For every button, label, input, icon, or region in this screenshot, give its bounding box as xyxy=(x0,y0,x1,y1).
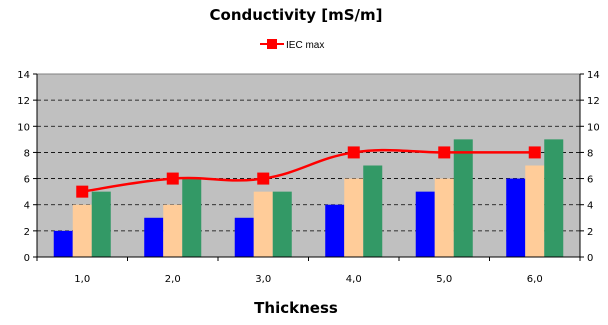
axis-ticks: 0 0 2 2 4 4 6 6 8 8 10 10 12 12 14 14 1,0 2,0 3,0 4,0 5,0 6,0 xyxy=(17,70,599,285)
bar xyxy=(272,191,292,257)
y2-tick-label: 10 xyxy=(587,122,600,133)
y2-tick-label: 14 xyxy=(587,70,600,81)
bars xyxy=(53,139,564,257)
legend-marker-swatch xyxy=(267,39,277,49)
bar xyxy=(453,139,473,257)
bar xyxy=(163,204,183,257)
y-tick-label: 4 xyxy=(24,201,30,212)
legend-label: IEC max xyxy=(286,40,324,51)
y2-tick-label: 8 xyxy=(587,148,593,159)
line-marker xyxy=(166,172,179,185)
bar xyxy=(363,165,383,257)
bar xyxy=(344,178,364,257)
bar xyxy=(525,165,545,257)
x-tick-label: 3,0 xyxy=(255,274,271,285)
x-tick-label: 4,0 xyxy=(346,274,362,285)
bar xyxy=(182,178,202,257)
line-path xyxy=(82,148,535,193)
bar xyxy=(253,191,273,257)
bar xyxy=(434,178,454,257)
bar xyxy=(325,204,345,257)
x-tick-label: 1,0 xyxy=(74,274,90,285)
y2-tick-label: 12 xyxy=(587,96,600,107)
line-marker xyxy=(438,146,451,159)
x-tick-label: 6,0 xyxy=(527,274,543,285)
y-tick-label: 2 xyxy=(24,227,30,238)
line-marker xyxy=(347,146,360,159)
x-axis-label: Thickness xyxy=(254,299,338,317)
y2-tick-label: 2 xyxy=(587,227,593,238)
line-series xyxy=(76,146,541,198)
y2-tick-label: 6 xyxy=(587,175,593,186)
y2-tick-label: 4 xyxy=(587,201,593,212)
legend: IEC max xyxy=(260,39,324,51)
y-tick-label: 0 xyxy=(24,253,30,264)
bar xyxy=(415,191,435,257)
line-marker xyxy=(76,185,89,198)
y-tick-label: 8 xyxy=(24,148,30,159)
bar xyxy=(91,191,111,257)
bar xyxy=(544,139,564,257)
chart-title: Conductivity [mS/m] xyxy=(210,6,383,24)
bar xyxy=(144,217,164,257)
y2-tick-label: 0 xyxy=(587,253,593,264)
bar xyxy=(72,204,92,257)
bar xyxy=(506,178,526,257)
y-tick-label: 6 xyxy=(24,175,30,186)
y-tick-label: 14 xyxy=(17,70,30,81)
line-marker xyxy=(257,172,270,185)
line-marker xyxy=(528,146,541,159)
bar xyxy=(234,217,254,257)
bar xyxy=(53,230,73,257)
x-tick-label: 5,0 xyxy=(436,274,452,285)
y-tick-label: 12 xyxy=(17,96,30,107)
x-tick-label: 2,0 xyxy=(165,274,181,285)
y-tick-label: 10 xyxy=(17,122,30,133)
